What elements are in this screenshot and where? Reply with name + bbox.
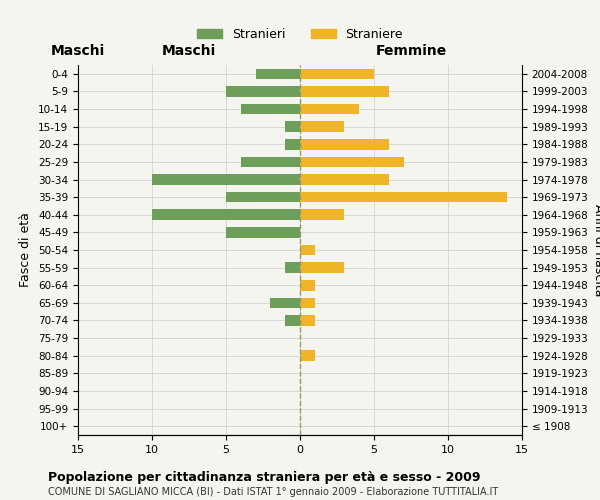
Bar [285, 262, 300, 273]
Bar [226, 227, 300, 237]
Bar [300, 68, 374, 79]
Bar [152, 210, 300, 220]
Bar [285, 315, 300, 326]
Bar [300, 192, 507, 202]
Bar [300, 315, 315, 326]
Bar [300, 350, 315, 361]
Bar [300, 86, 389, 97]
Bar [256, 68, 300, 79]
Bar [152, 174, 300, 185]
Legend: Stranieri, Straniere: Stranieri, Straniere [192, 23, 408, 46]
Bar [300, 156, 404, 167]
Bar [300, 210, 344, 220]
Bar [285, 122, 300, 132]
Y-axis label: Fasce di età: Fasce di età [19, 212, 32, 288]
Bar [271, 298, 300, 308]
Y-axis label: Anni di nascita: Anni di nascita [592, 204, 600, 296]
Text: Popolazione per cittadinanza straniera per età e sesso - 2009: Popolazione per cittadinanza straniera p… [48, 471, 481, 484]
Bar [300, 139, 389, 149]
Bar [300, 122, 344, 132]
Bar [300, 298, 315, 308]
Bar [241, 104, 300, 115]
Text: Maschi: Maschi [51, 44, 105, 58]
Bar [300, 244, 315, 256]
Bar [300, 262, 344, 273]
Bar [300, 174, 389, 185]
Bar [226, 192, 300, 202]
Bar [300, 104, 359, 115]
Bar [300, 280, 315, 290]
Bar [226, 86, 300, 97]
Bar [285, 139, 300, 149]
Text: Femmine: Femmine [376, 44, 446, 58]
Text: Maschi: Maschi [162, 44, 216, 58]
Text: COMUNE DI SAGLIANO MICCA (BI) - Dati ISTAT 1° gennaio 2009 - Elaborazione TUTTIT: COMUNE DI SAGLIANO MICCA (BI) - Dati IST… [48, 487, 498, 497]
Bar [241, 156, 300, 167]
